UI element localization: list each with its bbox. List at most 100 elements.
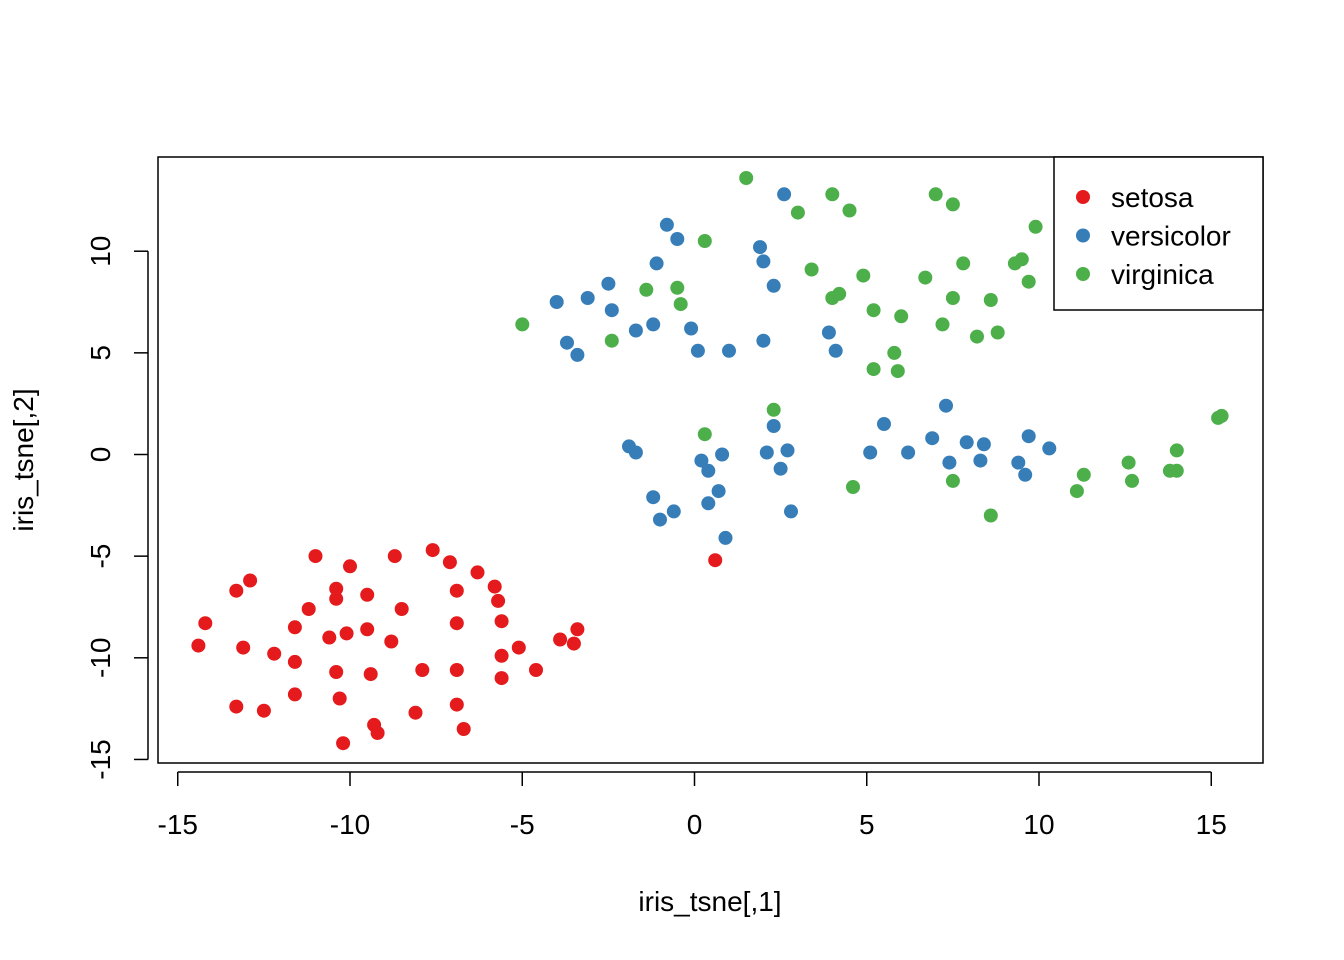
- point-setosa: [449, 663, 464, 677]
- point-setosa: [339, 626, 354, 641]
- point-setosa: [191, 638, 206, 653]
- point-setosa: [449, 616, 464, 631]
- point-versicolor: [701, 463, 716, 478]
- legend-label-virginica: virginica: [1111, 259, 1214, 290]
- x-tick-label: 0: [687, 809, 703, 840]
- y-axis-title: iris_tsne[,2]: [8, 388, 39, 531]
- point-versicolor: [773, 461, 788, 476]
- point-setosa: [708, 553, 723, 568]
- point-setosa: [360, 587, 375, 602]
- point-versicolor: [780, 443, 795, 458]
- point-virginica: [739, 171, 754, 185]
- point-versicolor: [759, 445, 774, 460]
- point-setosa: [198, 616, 213, 631]
- point-virginica: [832, 286, 847, 301]
- point-versicolor: [901, 445, 916, 460]
- point-setosa: [329, 665, 344, 679]
- point-setosa: [415, 663, 430, 677]
- y-tick-label: -5: [85, 544, 116, 569]
- point-setosa: [256, 703, 271, 718]
- point-versicolor: [646, 317, 661, 332]
- point-virginica: [670, 280, 685, 295]
- x-axis-title: iris_tsne[,1]: [638, 886, 781, 917]
- x-tick-label: -15: [158, 809, 198, 840]
- point-virginica: [945, 473, 960, 488]
- point-virginica: [515, 317, 530, 332]
- point-setosa: [229, 583, 244, 598]
- point-setosa: [301, 602, 316, 616]
- point-versicolor: [1018, 467, 1033, 482]
- point-virginica: [604, 333, 619, 348]
- point-versicolor: [821, 325, 836, 340]
- point-setosa: [494, 671, 509, 686]
- point-versicolor: [690, 343, 705, 358]
- point-setosa: [243, 573, 258, 588]
- legend-label-setosa: setosa: [1111, 182, 1194, 213]
- point-setosa: [287, 620, 302, 635]
- point-versicolor: [670, 232, 685, 246]
- legend-marker-versicolor: [1076, 228, 1090, 243]
- x-tick-label: 5: [859, 809, 875, 840]
- point-versicolor: [784, 504, 798, 519]
- point-setosa: [529, 663, 543, 677]
- point-versicolor: [659, 217, 674, 232]
- point-setosa: [332, 691, 347, 706]
- point-setosa: [425, 543, 440, 558]
- point-virginica: [1125, 473, 1139, 488]
- point-setosa: [229, 699, 244, 714]
- point-versicolor: [756, 333, 771, 348]
- point-versicolor: [684, 321, 699, 336]
- point-virginica: [890, 364, 905, 379]
- point-setosa: [494, 648, 509, 663]
- point-versicolor: [560, 335, 574, 350]
- x-tick-label: 15: [1196, 809, 1227, 840]
- point-setosa: [408, 705, 423, 720]
- point-versicolor: [549, 295, 564, 309]
- point-setosa: [494, 614, 509, 629]
- point-virginica: [846, 480, 860, 494]
- point-setosa: [322, 630, 337, 645]
- point-versicolor: [715, 447, 730, 462]
- point-virginica: [983, 508, 998, 523]
- point-virginica: [1169, 463, 1184, 478]
- point-versicolor: [722, 343, 736, 358]
- legend-items: setosa versicolor virginica: [1076, 182, 1231, 290]
- point-setosa: [329, 591, 344, 606]
- point-virginica: [673, 297, 688, 312]
- point-setosa: [449, 583, 464, 598]
- point-versicolor: [766, 419, 781, 433]
- point-versicolor: [694, 453, 709, 468]
- y-tick-label: 5: [85, 345, 116, 361]
- plot-area-border: [157, 156, 1264, 764]
- point-virginica: [866, 362, 881, 377]
- point-virginica: [697, 234, 712, 248]
- point-setosa: [442, 555, 457, 570]
- point-versicolor: [877, 417, 891, 431]
- point-versicolor: [601, 276, 616, 291]
- point-virginica: [1014, 252, 1029, 267]
- point-setosa: [336, 736, 351, 751]
- point-versicolor: [925, 431, 940, 446]
- point-virginica: [1121, 455, 1136, 470]
- legend-marker-virginica: [1076, 267, 1090, 281]
- point-versicolor: [863, 445, 878, 460]
- point-setosa: [267, 646, 282, 661]
- x-tick-label: 10: [1023, 809, 1054, 840]
- point-setosa: [308, 549, 323, 564]
- point-versicolor: [666, 504, 681, 519]
- point-virginica: [935, 317, 950, 332]
- y-tick-label: 0: [85, 447, 116, 463]
- point-setosa: [236, 640, 251, 655]
- y-tick-label: -15: [85, 739, 116, 779]
- point-versicolor: [766, 278, 781, 293]
- point-virginica: [887, 345, 902, 360]
- point-virginica: [1076, 467, 1091, 482]
- point-virginica: [1169, 443, 1184, 458]
- point-setosa: [511, 640, 526, 655]
- legend-marker-setosa: [1076, 190, 1090, 204]
- point-virginica: [918, 270, 933, 285]
- point-virginica: [1069, 484, 1084, 499]
- point-virginica: [790, 205, 805, 220]
- point-virginica: [842, 203, 857, 218]
